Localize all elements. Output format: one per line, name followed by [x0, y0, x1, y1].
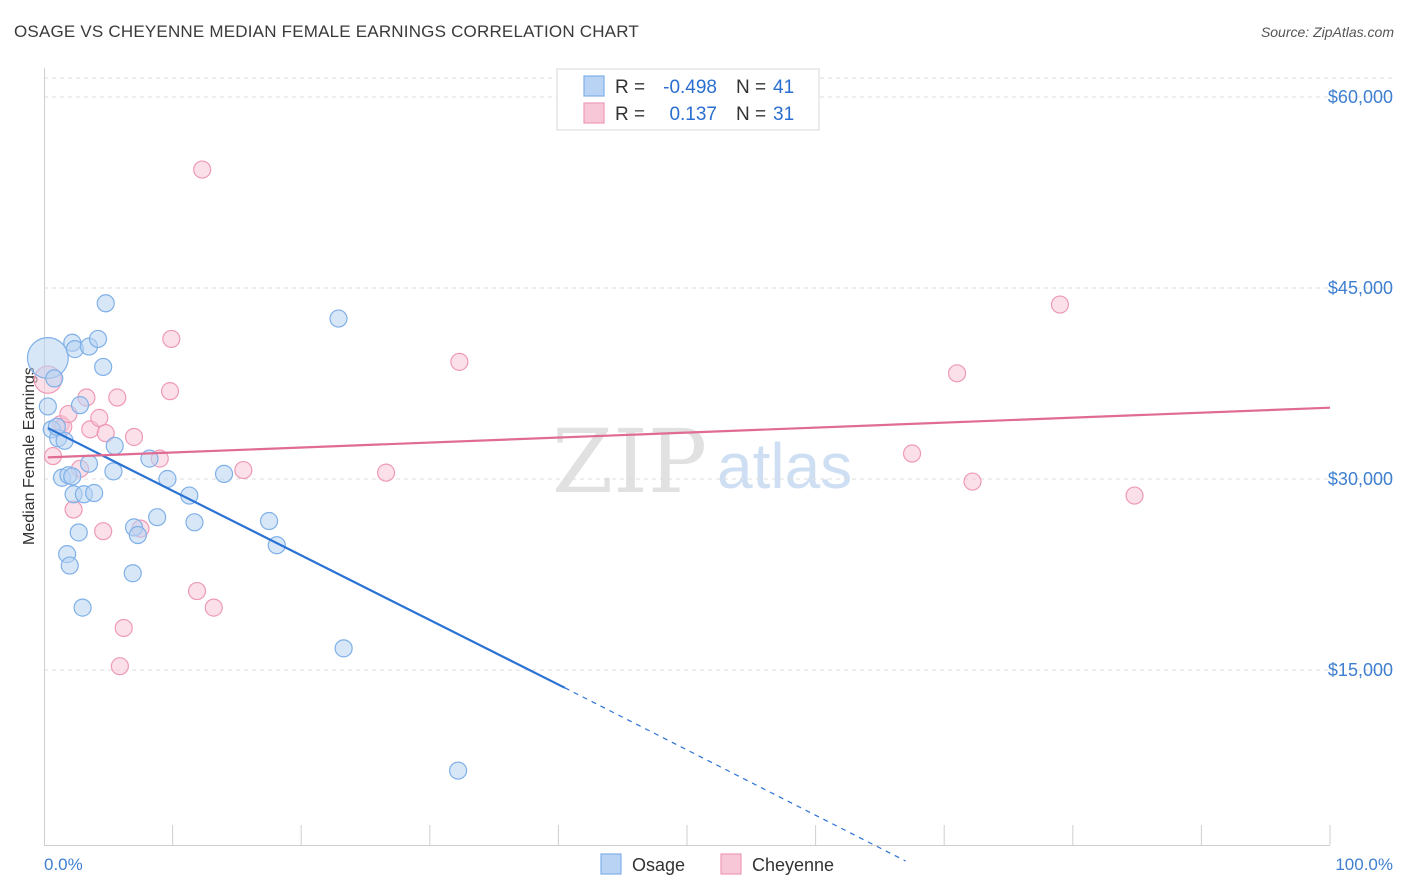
- gridlines: [44, 77, 1393, 671]
- legend-cheyenne-n-label: N =: [736, 104, 766, 125]
- bottom-legend-cheyenne: Cheyenne: [752, 855, 834, 875]
- legend-osage-n-value: 41: [773, 77, 794, 98]
- cheyenne-point: [94, 522, 113, 541]
- watermark-atlas: atlas: [717, 430, 852, 502]
- cheyenne-point: [204, 598, 223, 617]
- osage-point: [128, 525, 147, 545]
- legend-cheyenne-n-value: 31: [773, 104, 794, 125]
- bottom-legend: Osage Cheyenne: [600, 853, 834, 875]
- cheyenne-point: [108, 388, 127, 407]
- osage-point: [70, 396, 90, 415]
- legend-osage-r-label: R =: [615, 77, 645, 98]
- osage-point: [105, 436, 124, 455]
- cheyenne-point: [114, 618, 133, 638]
- legend-cheyenne-r-value: 0.137: [669, 104, 717, 125]
- cheyenne-point: [947, 364, 967, 383]
- osage-point: [334, 639, 353, 658]
- x-tick-label-min: 0.0%: [44, 855, 83, 874]
- cheyenne-point: [902, 444, 922, 463]
- osage-point: [79, 454, 99, 473]
- cheyenne-point: [193, 160, 212, 179]
- cheyenne-point: [160, 382, 180, 401]
- osage-point: [96, 294, 115, 313]
- cheyenne-point: [963, 472, 982, 491]
- cheyenne-point: [90, 408, 109, 427]
- legend-osage-n-label: N =: [736, 77, 766, 98]
- cheyenne-point: [376, 463, 396, 482]
- osage-point: [104, 462, 123, 481]
- osage-point: [63, 467, 82, 486]
- legend-box: R = -0.498 N = 41 R = 0.137 N = 31: [556, 68, 820, 131]
- bottom-legend-swatch-cheyenne: [720, 853, 742, 875]
- cheyenne-point: [187, 581, 207, 601]
- y-tick-label: $60,000: [1328, 87, 1393, 107]
- cheyenne-point: [234, 460, 253, 480]
- series-osage: [26, 294, 468, 780]
- cheyenne-point: [110, 657, 129, 676]
- legend-cheyenne-r-label: R =: [615, 104, 645, 125]
- osage-point: [45, 369, 64, 388]
- osage-trend-line: [47, 427, 566, 689]
- osage-point: [259, 511, 279, 531]
- cheyenne-trend-line: [47, 406, 1331, 459]
- bottom-legend-swatch-osage: [600, 853, 622, 875]
- cheyenne-point: [1050, 295, 1070, 314]
- osage-point: [85, 483, 104, 503]
- osage-point: [73, 598, 92, 617]
- osage-trend-extension: [564, 687, 906, 862]
- osage-point: [94, 357, 113, 377]
- osage-point: [69, 523, 88, 542]
- chart-title: OSAGE VS CHEYENNE MEDIAN FEMALE EARNINGS…: [14, 22, 639, 41]
- osage-point: [148, 508, 167, 527]
- cheyenne-point: [450, 352, 469, 371]
- y-tick-label: $30,000: [1328, 469, 1393, 489]
- y-tick-label: $15,000: [1328, 660, 1393, 680]
- osage-point: [123, 564, 142, 583]
- cheyenne-point: [64, 500, 83, 519]
- legend-swatch-osage: [583, 75, 605, 97]
- trend-lines: [47, 406, 1331, 862]
- y-axis-tick-labels: $15,000 $30,000 $45,000 $60,000: [1328, 87, 1393, 680]
- osage-point: [448, 761, 468, 780]
- osage-point: [88, 329, 108, 349]
- cheyenne-point: [162, 329, 181, 349]
- y-axis-label: Median Female Earnings: [21, 367, 38, 545]
- x-axis-ticks: [172, 825, 1331, 845]
- osage-point: [214, 464, 234, 484]
- cheyenne-point: [96, 424, 115, 443]
- osage-point: [60, 556, 79, 575]
- x-tick-label-max: 100.0%: [1335, 855, 1393, 874]
- osage-point: [185, 513, 204, 532]
- cheyenne-point: [124, 427, 144, 447]
- osage-point: [38, 397, 57, 416]
- legend-osage-r-value: -0.498: [663, 77, 717, 98]
- osage-point: [329, 309, 348, 328]
- watermark-zip: ZIP: [552, 410, 707, 513]
- bottom-legend-osage: Osage: [632, 855, 685, 875]
- y-tick-label: $45,000: [1328, 278, 1393, 298]
- cheyenne-point: [1125, 486, 1144, 505]
- source-credit: Source: ZipAtlas.com: [1260, 24, 1394, 40]
- legend-swatch-cheyenne: [583, 102, 605, 124]
